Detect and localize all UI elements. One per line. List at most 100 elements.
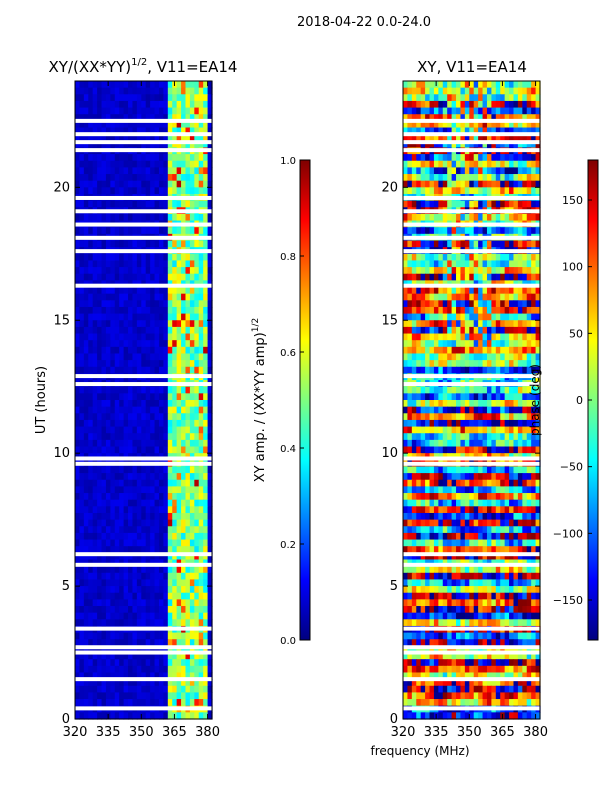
heatmap-cell (504, 393, 510, 401)
heatmap-cell (438, 360, 444, 368)
heatmap-cell (105, 326, 111, 335)
heatmap-cell (105, 672, 111, 680)
heatmap-cell (189, 253, 195, 262)
heatmap-cell (451, 240, 457, 248)
heatmap-cell (114, 526, 120, 534)
heatmap-cell (75, 346, 81, 355)
heatmap-cell (464, 94, 470, 102)
heatmap-cell (92, 546, 98, 554)
heatmap-cell (79, 400, 85, 408)
heatmap-cell (136, 313, 142, 321)
heatmap-cell (509, 320, 515, 328)
heatmap-cell (411, 127, 417, 135)
heatmap-cell (198, 679, 204, 687)
heatmap-cell (429, 393, 435, 401)
heatmap-cell (495, 81, 501, 89)
heatmap-cell (207, 393, 213, 401)
heatmap-cell (447, 267, 453, 275)
heatmap-cell (176, 100, 182, 109)
heatmap-cell (473, 174, 479, 182)
heatmap-cell (141, 253, 147, 262)
heatmap-cell (456, 267, 462, 275)
heatmap-cell (75, 439, 81, 448)
heatmap-cell (425, 267, 431, 275)
heatmap-cell (509, 140, 515, 149)
heatmap-cell (185, 326, 191, 335)
heatmap-cell (158, 712, 164, 720)
heatmap-cell (75, 679, 81, 687)
heatmap-cell (500, 167, 506, 175)
heatmap-cell (123, 665, 129, 674)
heatmap-cell (478, 479, 484, 487)
heatmap-cell (442, 333, 448, 341)
heatmap-cell (491, 493, 497, 501)
heatmap-cell (154, 174, 160, 182)
heatmap-cell (110, 167, 116, 175)
heatmap-cell (198, 532, 204, 541)
heatmap-cell (88, 679, 94, 687)
heatmap-cell (500, 287, 506, 295)
heatmap-cell (132, 154, 138, 162)
colorbar-tick-label: 0.0 (280, 636, 296, 647)
heatmap-cell (464, 140, 470, 149)
heatmap-cell (198, 433, 204, 441)
heatmap-cell (491, 360, 497, 368)
heatmap-cell (141, 606, 147, 614)
heatmap-cell (119, 273, 125, 281)
heatmap-cell (451, 253, 457, 262)
heatmap-cell (132, 333, 138, 341)
heatmap-cell (189, 200, 195, 208)
heatmap-cell (101, 353, 107, 361)
heatmap-cell (101, 659, 107, 667)
heatmap-cell (132, 120, 138, 129)
heatmap-cell (517, 174, 523, 182)
heatmap-cell (203, 685, 209, 694)
heatmap-cell (163, 81, 169, 89)
heatmap-cell (194, 512, 200, 521)
heatmap-cell (203, 267, 209, 275)
heatmap-cell (407, 174, 413, 182)
heatmap-cell (150, 685, 156, 694)
heatmap-cell (185, 127, 191, 135)
heatmap-cell (128, 267, 134, 275)
heatmap-cell (163, 366, 169, 375)
heatmap-cell (97, 227, 103, 235)
heatmap-cell (150, 512, 156, 521)
heatmap-cell (128, 546, 134, 554)
heatmap-cell (207, 439, 213, 448)
heatmap-cell (101, 127, 107, 135)
heatmap-cell (172, 120, 178, 129)
heatmap-cell (97, 426, 103, 434)
heatmap-cell (531, 127, 537, 135)
heatmap-cell (403, 127, 409, 135)
heatmap-cell (110, 712, 116, 720)
heatmap-cell (420, 287, 426, 295)
heatmap-cell (464, 253, 470, 262)
heatmap-cell (189, 180, 195, 188)
heatmap-cell (158, 606, 164, 614)
heatmap-cell (105, 140, 111, 149)
heatmap-cell (132, 566, 138, 574)
heatmap-cell (88, 586, 94, 594)
heatmap-cell (123, 552, 129, 561)
heatmap-cell (522, 134, 528, 142)
heatmap-cell (456, 353, 462, 361)
heatmap-cell (101, 180, 107, 188)
heatmap-cell (526, 340, 532, 348)
heatmap-cell (79, 672, 85, 680)
heatmap-cell (433, 293, 439, 301)
heatmap-cell (491, 400, 497, 408)
heatmap-cell (101, 94, 107, 102)
heatmap-cell (181, 546, 187, 554)
heatmap-cell (79, 167, 85, 175)
heatmap-cell (194, 413, 200, 421)
heatmap-cell (101, 512, 107, 521)
heatmap-cell (75, 267, 81, 275)
heatmap-cell (92, 140, 98, 149)
heatmap-cell (411, 160, 417, 168)
heatmap-cell (411, 114, 417, 122)
heatmap-cell (150, 439, 156, 448)
heatmap-cell (136, 645, 142, 654)
heatmap-cell (198, 552, 204, 561)
heatmap-cell (83, 685, 89, 694)
